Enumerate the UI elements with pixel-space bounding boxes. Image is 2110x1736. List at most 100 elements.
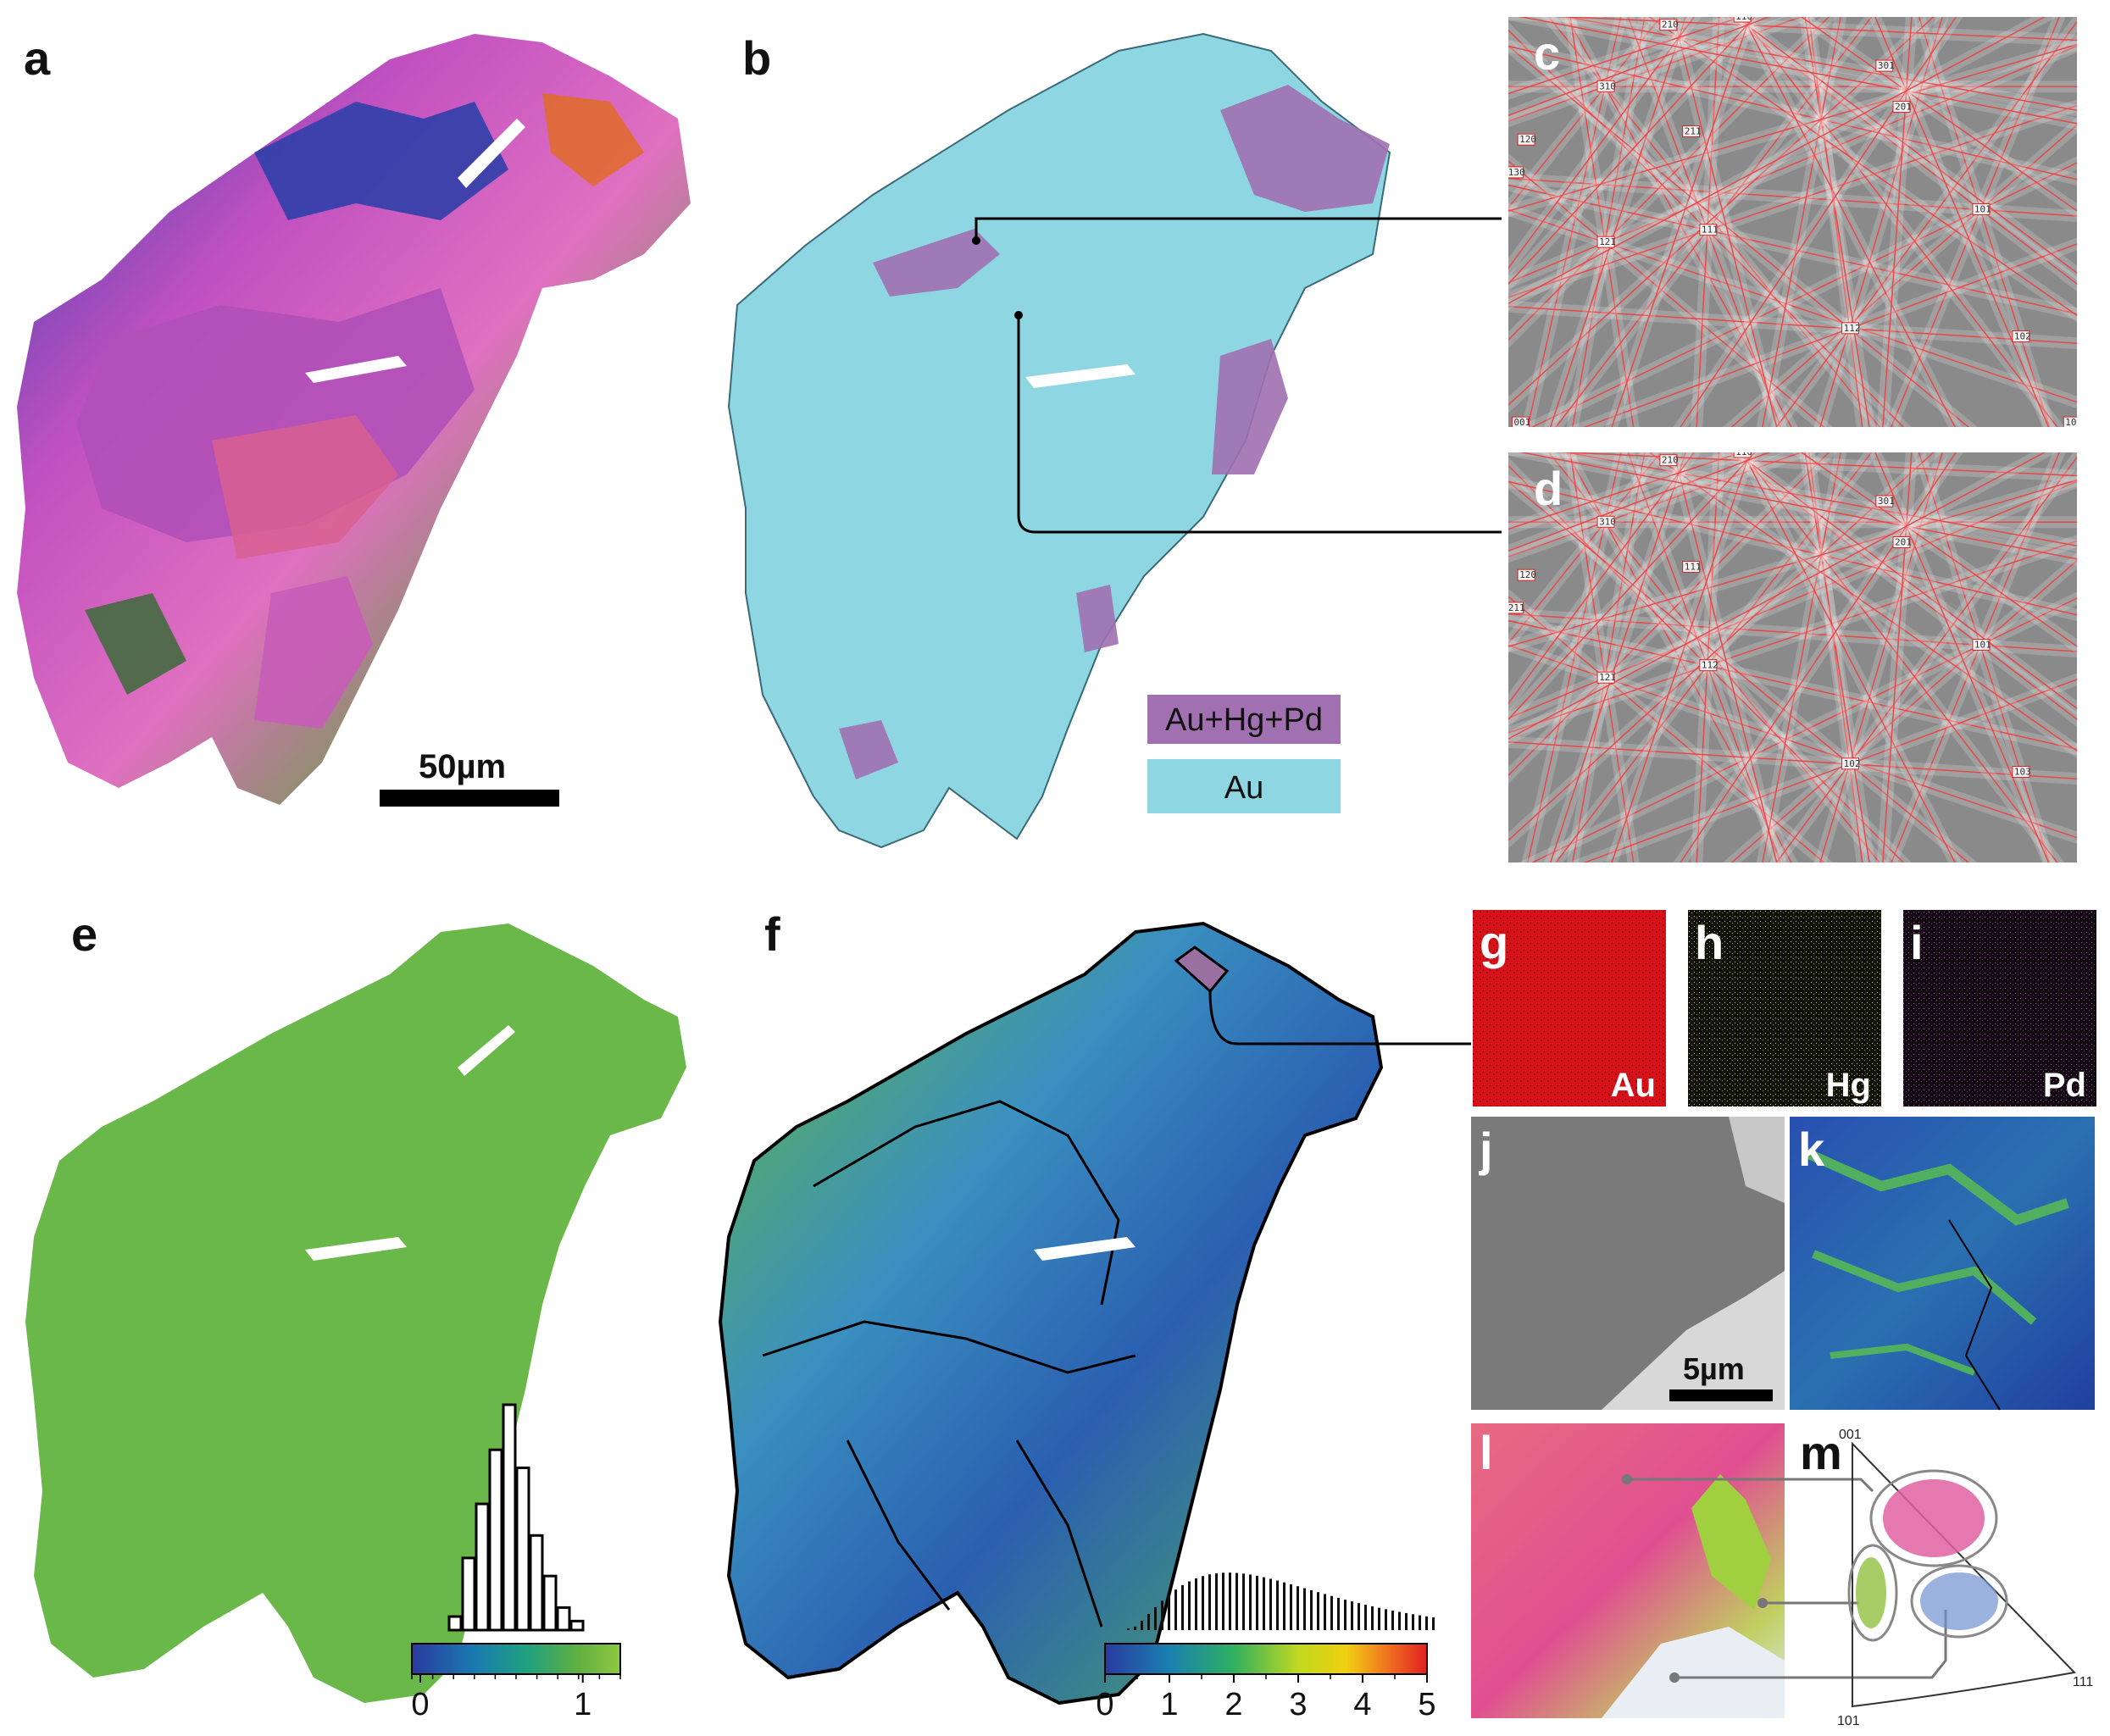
panel-a: a 50µm xyxy=(17,31,691,807)
panel-g: g Au xyxy=(1473,910,1666,1106)
colorbar-tick-label: 0 xyxy=(411,1687,429,1722)
grain-patch xyxy=(542,93,644,186)
histogram-bar xyxy=(1358,1603,1360,1630)
eds-map-au xyxy=(1473,910,1666,1106)
element-label-pd: Pd xyxy=(2043,1067,2086,1104)
panel-label-c: c xyxy=(1534,26,1560,80)
phase-au-hg-pd-region xyxy=(839,720,898,779)
grain-boundary xyxy=(846,1439,951,1611)
histogram-bar xyxy=(1324,1594,1326,1630)
panel-j: j 5µm xyxy=(1471,1117,1785,1410)
kikuchi-index-box xyxy=(2012,766,2030,779)
histogram-bar xyxy=(1161,1600,1163,1630)
histogram-bar xyxy=(1188,1581,1191,1630)
kikuchi-band-line xyxy=(1508,17,2046,304)
kikuchi-index-box xyxy=(1517,133,1535,146)
kikuchi-band-line xyxy=(1508,479,2077,647)
histogram-bar xyxy=(1344,1600,1347,1630)
kikuchi-index-label: 111 xyxy=(1702,225,1719,236)
kikuchi-index-label: 210 xyxy=(1662,455,1679,466)
kikuchi-band xyxy=(1508,452,2057,746)
histogram-bar xyxy=(1195,1578,1197,1630)
kikuchi-band xyxy=(1508,17,2057,311)
histogram-bar xyxy=(1419,1615,1421,1630)
colorbar-tick-label: 2 xyxy=(1224,1687,1242,1722)
histogram-bar xyxy=(1290,1583,1292,1630)
histogram-bar xyxy=(1337,1597,1340,1630)
histogram-bar xyxy=(542,1574,558,1632)
histogram-bar xyxy=(1208,1574,1211,1630)
histogram-bar xyxy=(1134,1626,1136,1630)
kikuchi-index-box xyxy=(2063,416,2077,427)
kikuchi-index-box xyxy=(1733,17,1752,23)
histogram-bar xyxy=(1181,1584,1184,1630)
panel-b: b Au+Hg+Pd Au xyxy=(727,31,1502,849)
crack-white xyxy=(458,119,525,188)
panel-m: m 001 101 111 xyxy=(1800,1426,2093,1728)
panel-d: 310210110301201120211111101121112102103 … xyxy=(1508,452,2077,862)
colorbar-f xyxy=(1104,1643,1428,1675)
histogram-e xyxy=(447,1403,585,1632)
kikuchi-band-line xyxy=(1508,17,1771,117)
kikuchi-index-label: 211 xyxy=(1508,602,1525,613)
phase-au-hg-pd-region xyxy=(1076,585,1119,652)
green-network xyxy=(1812,1250,2037,1325)
gos-map-f xyxy=(718,921,1384,1705)
histogram-bar xyxy=(1202,1576,1204,1630)
histogram-bar xyxy=(569,1619,585,1632)
kikuchi-band-line xyxy=(1508,43,2077,212)
kikuchi-index-box xyxy=(1659,19,1678,31)
histogram-bar xyxy=(1263,1577,1265,1630)
histogram-bar xyxy=(1391,1610,1394,1630)
kikuchi-band xyxy=(1508,452,1786,557)
phase-au-hg-pd-region xyxy=(1212,339,1288,474)
colorbar-tick-label: 3 xyxy=(1289,1687,1307,1722)
panel-label-b: b xyxy=(742,31,771,85)
connector-line-d xyxy=(1017,315,1502,534)
kikuchi-index-label: 210 xyxy=(1662,19,1679,31)
histogram-bar xyxy=(1378,1607,1380,1630)
kikuchi-index-box xyxy=(1892,535,1911,548)
pole-label-101: 101 xyxy=(1837,1714,1860,1728)
kikuchi-index-box xyxy=(2012,330,2030,343)
histogram-bar xyxy=(1398,1611,1401,1630)
histogram-bar xyxy=(529,1534,544,1632)
colorbar-tick-label: 5 xyxy=(1418,1687,1435,1722)
white-region xyxy=(1602,1627,1785,1718)
histogram-bar xyxy=(475,1502,490,1632)
kikuchi-index-label: 110 xyxy=(1735,11,1752,22)
kikuchi-index-box xyxy=(1699,659,1718,672)
connector-line-g xyxy=(1208,990,1471,1045)
legend-swatch-au-hg-pd xyxy=(1147,695,1341,744)
kikuchi-band xyxy=(1508,17,1786,122)
histogram-bar xyxy=(1242,1573,1245,1630)
histogram-bar xyxy=(1283,1582,1285,1630)
grain-patch xyxy=(254,576,373,729)
histogram-bar xyxy=(1229,1572,1231,1630)
histogram-bar xyxy=(1330,1595,1333,1630)
kikuchi-index-box xyxy=(1508,602,1524,614)
kikuchi-index-label: 102 xyxy=(2014,331,2031,342)
eds-map-pd xyxy=(1903,910,2096,1106)
kikuchi-index-box xyxy=(1659,454,1678,467)
colorbar-tick-label: 1 xyxy=(1160,1687,1178,1722)
kikuchi-index-box xyxy=(1682,125,1701,138)
pole-label-001: 001 xyxy=(1839,1428,1862,1442)
histogram-bar xyxy=(1215,1572,1218,1630)
bright-region xyxy=(1602,1271,1785,1410)
kikuchi-index-box xyxy=(1733,452,1752,458)
inset-region-marker xyxy=(1174,946,1230,994)
kikuchi-index-box xyxy=(1596,671,1615,684)
kikuchi-index-box xyxy=(1596,80,1615,92)
kam-map-e xyxy=(25,923,686,1703)
legend-swatch-au xyxy=(1147,759,1341,813)
kikuchi-index-label: 102 xyxy=(1844,758,1861,769)
colorbar-tick-label: 1 xyxy=(574,1687,591,1722)
kikuchi-index-label: 201 xyxy=(1895,536,1912,547)
histogram-f xyxy=(1127,1572,1435,1630)
kikuchi-index-label: 121 xyxy=(1599,236,1616,247)
cluster-blue xyxy=(1920,1572,1998,1630)
panel-label-m: m xyxy=(1800,1426,1842,1479)
